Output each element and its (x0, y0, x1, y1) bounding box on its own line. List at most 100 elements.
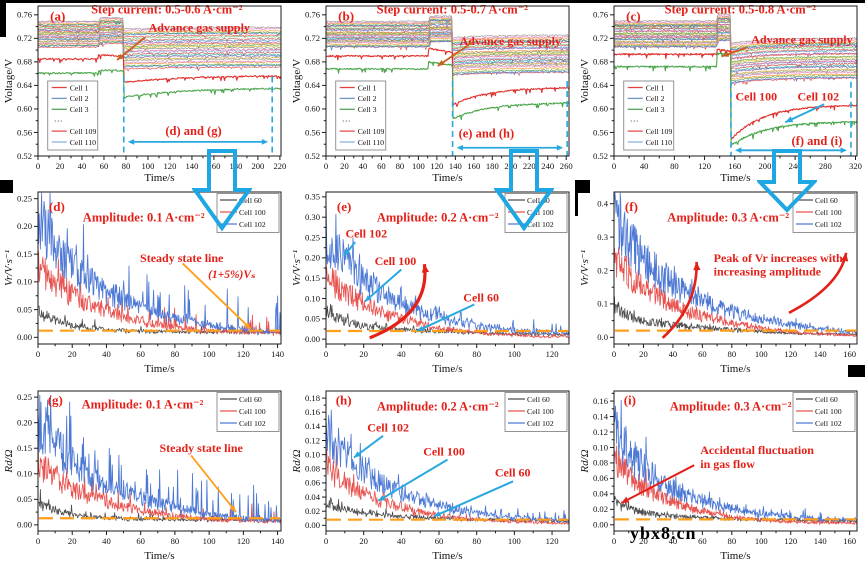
panel-c-chart: 0 40 80 120 160 200 240 280 320 0.52 0.56 0.60 0.64 0… (579, 3, 862, 185)
x-tick-label: 140 (271, 536, 284, 546)
arrowhead (437, 60, 445, 66)
band-trace (614, 31, 857, 72)
x-tick-label: 120 (546, 349, 559, 359)
x-tick-label: 20 (68, 536, 77, 546)
outlier-trace-cell-100 (614, 48, 857, 140)
y-axis-label: Rd/Ω (3, 449, 15, 473)
panel-title: Step current: 0.5-0.6 A·cm⁻² (91, 3, 243, 17)
y-tick-label: 0.76 (17, 10, 33, 20)
arrowhead (344, 249, 351, 256)
annotation-arrow (369, 264, 430, 340)
x-tick-label: 320 (849, 161, 862, 171)
y-tick-label: 0.10 (17, 277, 32, 287)
band-trace (326, 18, 569, 46)
arrowhead (841, 252, 849, 262)
y-tick-label: 0.05 (305, 314, 320, 324)
legend-label: Cell 60 (815, 196, 838, 205)
y-tick-label: 0.15 (305, 273, 320, 283)
band-trace (38, 16, 281, 32)
y-tick-label: 0.72 (17, 33, 32, 43)
legend-label: Cell 100 (239, 208, 266, 217)
band-trace (614, 14, 857, 46)
annotation-text: Cell 100 (375, 254, 417, 268)
annotation-text: Cell 102 (797, 90, 839, 104)
outlier-trace-cell-102 (38, 69, 281, 101)
band-trace (326, 37, 569, 73)
y-axis-label: Voltage/V (291, 59, 303, 103)
band-trace (614, 18, 857, 53)
x-axis-label: Time/s (720, 363, 750, 375)
outlier-trace-cell-100 (38, 53, 281, 83)
x-tick-label: 40 (669, 536, 678, 546)
x-tick-label: 0 (36, 349, 40, 359)
annotation-text: Advance gas supply (149, 21, 250, 35)
annotation-text: Cell 100 (423, 444, 465, 458)
band-trace (38, 39, 281, 66)
x-tick-label: 40 (640, 161, 649, 171)
series-cell-100 (614, 247, 857, 337)
band-trace (614, 39, 857, 86)
x-axis-label: Time/s (144, 172, 174, 184)
band-trace (326, 30, 569, 63)
plot-border (37, 5, 282, 157)
panel-title: Step current: 0.5-0.7 A·cm⁻² (377, 3, 529, 17)
band-trace (38, 37, 281, 63)
band-trace (614, 17, 857, 50)
arrowhead (117, 53, 124, 60)
band-trace (614, 21, 857, 56)
y-tick-label: 0.1 (597, 299, 608, 309)
plot-border (37, 191, 282, 345)
y-tick-label: 0.76 (305, 10, 321, 20)
x-tick-label: 20 (359, 349, 368, 359)
legend-label: Cell 1 (70, 83, 89, 92)
x-tick-label: 20 (639, 349, 648, 359)
plot-border (325, 5, 570, 157)
legend-label: Cell 100 (527, 407, 554, 416)
arrowhead (127, 139, 135, 145)
panel-i-chart: 0 20 40 60 80 100 120 140 160 0.00 0.02 0.04 0.06 0.0… (579, 390, 858, 562)
y-tick-label: 0.10 (305, 449, 320, 459)
y-tick-label: 0.56 (305, 127, 321, 137)
y-tick-label: 0.05 (17, 304, 32, 314)
y-tick-label: 0.60 (593, 104, 608, 114)
x-tick-label: 80 (472, 349, 481, 359)
data-series-group (38, 16, 281, 101)
legend: Cell 1 Cell 2 Cell 3 ⋯ Cell 109 Cell 110 (623, 80, 675, 151)
x-axis-label: Time/s (144, 363, 174, 375)
y-tick-label: 0.68 (593, 57, 608, 67)
x-tick-label: 120 (698, 161, 711, 171)
panel-letter: (g) (48, 392, 63, 407)
band-trace (38, 28, 281, 50)
y-axis-label: Voltage/V (579, 59, 591, 103)
x-tick-label: 140 (449, 161, 462, 171)
arrowhead (353, 451, 361, 458)
x-tick-label: 160 (843, 536, 856, 546)
y-tick-label: 0.10 (305, 293, 320, 303)
panel-f-chart: 0 20 40 60 80 100 120 140 160 0.0 0.1 0.2 0.3 0.4 Time… (579, 191, 858, 375)
outlier-trace-cell-100 (326, 47, 569, 107)
band-trace (38, 19, 281, 34)
x-tick-label: 60 (377, 161, 386, 171)
x-tick-label: 120 (546, 536, 559, 546)
arrowhead (364, 295, 372, 302)
y-tick-label: 0.68 (17, 57, 32, 67)
panel-title: Amplitude: 0.1 A·cm⁻² (83, 211, 205, 225)
annotation-arrow (353, 434, 384, 459)
annotation-text: Cell 102 (345, 227, 387, 241)
band-trace (614, 39, 857, 85)
y-tick-label: 0.05 (17, 494, 32, 504)
y-tick-label: 0.52 (593, 151, 608, 161)
x-tick-label: 40 (397, 349, 406, 359)
annotation-arrow (343, 241, 356, 257)
annotation-text: Steady state line (160, 441, 244, 455)
legend: Cell 60 Cell 100 Cell 102 (216, 392, 280, 432)
x-tick-label: 60 (435, 536, 444, 546)
y-tick-label: 0.00 (593, 520, 608, 530)
legend: Cell 60 Cell 100 Cell 102 (792, 193, 856, 233)
data-series-group (38, 192, 281, 336)
panel-h: 0 20 40 60 80 100 120 0.00 0.02 0.04 0.06 0.08 0.10 0… (289, 381, 577, 566)
legend-label: Cell 110 (358, 138, 384, 147)
plot-border (613, 191, 858, 345)
arrowhead (556, 144, 564, 151)
